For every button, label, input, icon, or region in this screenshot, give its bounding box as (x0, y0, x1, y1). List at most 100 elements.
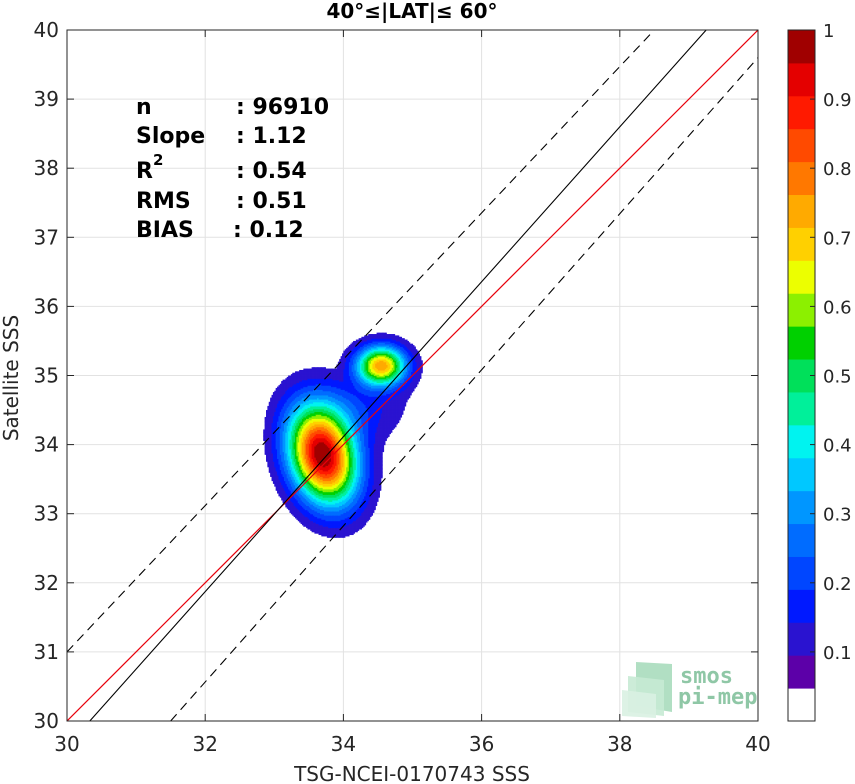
density-cell (296, 459, 299, 462)
density-cell (306, 465, 309, 468)
density-cell (275, 472, 278, 475)
density-cell (317, 414, 320, 417)
density-cell (332, 519, 335, 522)
density-cell (330, 472, 333, 475)
density-cell (310, 477, 313, 480)
density-cell (310, 408, 313, 411)
density-cell (299, 374, 302, 377)
density-cell (325, 487, 328, 490)
density-cell (303, 487, 306, 490)
density-cell (279, 428, 282, 430)
density-cell (330, 386, 333, 389)
density-cell (307, 412, 310, 415)
density-cell (275, 393, 278, 396)
density-cell (295, 476, 298, 479)
density-cell (275, 390, 278, 393)
density-cell (322, 481, 325, 484)
density-cell (319, 488, 322, 491)
density-cell (292, 445, 295, 448)
density-cell (300, 509, 303, 512)
density-cell (300, 385, 303, 388)
density-cell (317, 397, 320, 400)
density-cell (303, 444, 306, 447)
density-cell (282, 405, 285, 408)
density-cell (266, 447, 268, 450)
density-cell (300, 411, 303, 414)
density-cell (317, 454, 320, 457)
density-cell (304, 495, 307, 498)
density-cell (296, 410, 299, 413)
density-cell (271, 459, 274, 462)
density-cell (274, 429, 277, 432)
density-cell (274, 403, 277, 406)
density-cell (315, 458, 318, 461)
density-cell (313, 452, 315, 455)
density-cell (283, 491, 286, 494)
density-cell (283, 483, 286, 486)
density-cell (290, 418, 293, 421)
density-cell (295, 454, 298, 457)
density-cell (324, 445, 327, 448)
density-cell (278, 422, 281, 425)
density-cell (332, 477, 335, 480)
density-cell (277, 457, 280, 460)
density-cell (264, 418, 267, 421)
density-cell (314, 499, 317, 502)
density-cell (270, 425, 273, 428)
density-cell (313, 394, 315, 397)
density-cell (289, 470, 292, 473)
density-cell (321, 425, 324, 428)
density-cell (330, 481, 333, 484)
density-cell (332, 397, 335, 400)
density-cell (319, 499, 322, 502)
density-cell (313, 492, 315, 495)
density-cell (325, 379, 328, 382)
density-cell (290, 450, 293, 453)
density-cell (307, 513, 310, 516)
density-cell (268, 445, 271, 448)
density-cell (283, 487, 286, 490)
density-cell (313, 389, 315, 392)
density-cell (275, 425, 278, 428)
density-cell (274, 484, 277, 487)
density-cell (295, 410, 298, 413)
density-cell (330, 368, 333, 371)
density-cell (296, 508, 299, 511)
density-cell (290, 436, 293, 439)
density-cell (293, 412, 296, 415)
density-cell (277, 433, 280, 436)
density-cell (317, 486, 320, 489)
density-cell (330, 483, 333, 486)
density-cell (290, 461, 293, 464)
density-cell (330, 414, 333, 417)
density-cell (292, 490, 295, 493)
density-cell (264, 428, 267, 430)
density-cell (311, 498, 314, 501)
density-cell (328, 421, 331, 424)
density-cell (283, 480, 286, 483)
density-cell (322, 461, 325, 464)
density-cell (288, 382, 291, 385)
density-cell (300, 462, 303, 465)
density-cell (300, 387, 303, 390)
density-cell (267, 458, 270, 461)
density-cell (329, 490, 332, 493)
density-cell (326, 535, 329, 538)
density-cell (288, 462, 291, 465)
density-cell (285, 410, 288, 413)
density-cell (308, 428, 311, 430)
density-cell (295, 498, 298, 501)
density-cell (306, 410, 309, 413)
density-cell (299, 470, 302, 473)
density-cell (279, 477, 282, 480)
density-cell (285, 422, 288, 425)
density-cell (274, 472, 277, 475)
density-cell (314, 432, 317, 435)
density-cell (282, 429, 285, 432)
density-cell (325, 458, 328, 461)
density-cell (275, 432, 278, 435)
density-cell (329, 499, 332, 502)
density-cell (308, 426, 311, 429)
density-cell (271, 458, 274, 461)
density-cell (308, 401, 311, 404)
